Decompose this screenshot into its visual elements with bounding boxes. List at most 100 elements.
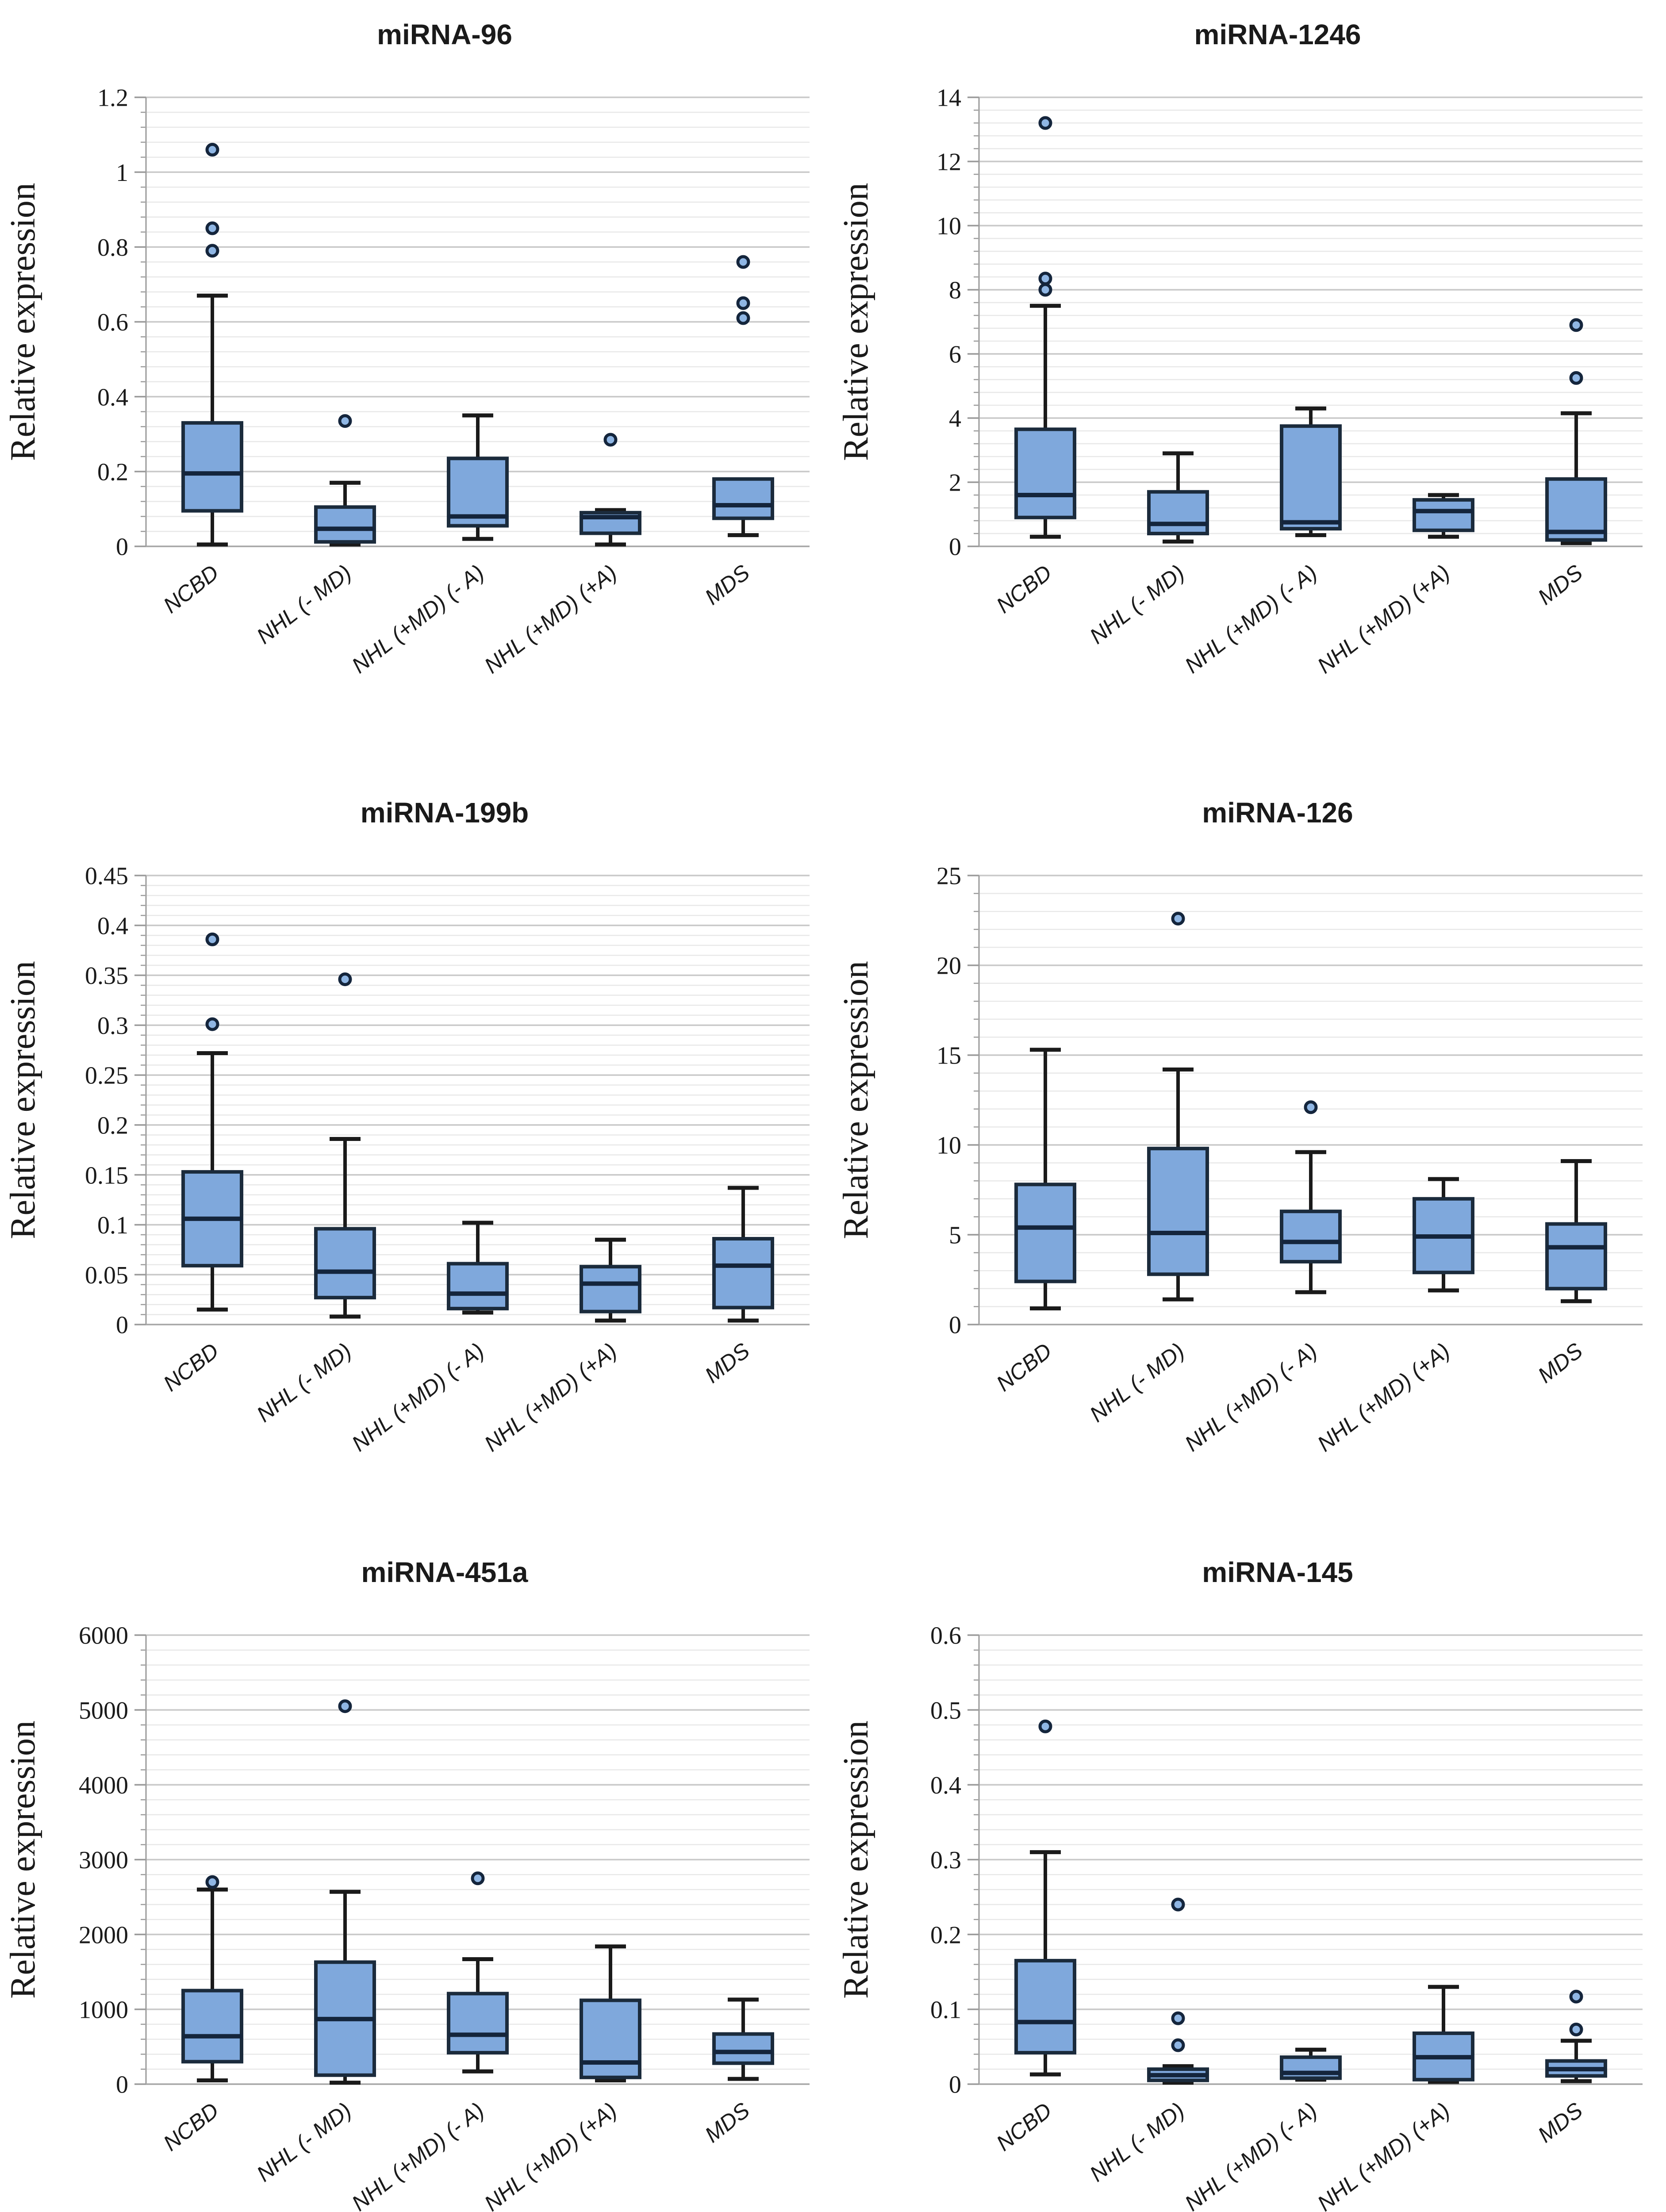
y-tick-label: 0.1 <box>930 1996 961 2024</box>
box-group <box>447 413 509 541</box>
x-category-label: NHL (- MD) <box>252 1338 356 1427</box>
x-category-label: MDS <box>1533 1338 1587 1388</box>
x-category-label: MDS <box>1533 2098 1587 2148</box>
x-category-label: NHL (- MD) <box>252 560 356 649</box>
x-category-label: NHL (+MD) (+A) <box>1313 2098 1455 2212</box>
x-category-label: NCBD <box>159 1338 223 1396</box>
box-group <box>1413 493 1474 539</box>
x-category-label: MDS <box>700 2098 754 2148</box>
y-tick-label: 0.2 <box>97 458 128 486</box>
box-group <box>1147 911 1209 1302</box>
x-category-label: NHL (+MD) (- A) <box>347 1338 489 1456</box>
box-group <box>1147 451 1209 544</box>
box-group <box>1280 1100 1342 1294</box>
y-tick-label: 0.5 <box>930 1697 961 1724</box>
box-group <box>314 1699 376 2085</box>
chart-mirna-199b: 0 0.05 0.1 0.15 0.2 0.25 0.3 0.35 0.4 0.45 NCBD NHL… <box>0 736 833 1471</box>
box-iqr <box>181 1989 243 2064</box>
x-category-label: MDS <box>1533 560 1587 610</box>
y-tick-label: 8 <box>949 277 961 304</box>
box-iqr <box>1014 1183 1076 1283</box>
box-iqr <box>447 1262 509 1310</box>
x-category-label: NCBD <box>159 2098 223 2156</box>
y-tick-label: 0 <box>116 1312 128 1339</box>
y-tick-label: 0.05 <box>85 1262 128 1289</box>
outlier-point <box>1304 1100 1318 1114</box>
outlier-point <box>338 1699 352 1713</box>
chart-title: miRNA-451a <box>361 1556 528 1588</box>
chart-title: miRNA-145 <box>1202 1556 1353 1588</box>
y-tick-label: 2000 <box>79 1921 128 1949</box>
box-group <box>1014 116 1076 539</box>
y-tick-label: 0.8 <box>97 234 128 261</box>
outlier-point <box>736 296 750 310</box>
y-tick-label: 4 <box>949 405 961 433</box>
y-axis-label: Relative expression <box>4 1720 42 1999</box>
box-iqr <box>580 1265 641 1313</box>
outlier-point <box>338 414 352 428</box>
box-group <box>181 1875 243 2083</box>
y-tick-label: 0 <box>949 534 961 561</box>
y-tick-label: 0.1 <box>97 1212 128 1239</box>
box-group <box>712 255 774 538</box>
box-iqr <box>1280 424 1342 531</box>
chart-mirna-96: 0 0.2 0.4 0.6 0.8 1 1.2 NCBD NHL (- MD) NHL (+MD)… <box>0 0 833 736</box>
y-tick-label: 0.3 <box>930 1847 961 1874</box>
y-tick-label: 1 <box>116 159 128 187</box>
y-tick-label: 5 <box>949 1222 961 1249</box>
outlier-point <box>205 221 219 235</box>
box-iqr <box>580 1998 641 2079</box>
outlier-point <box>205 1875 219 1889</box>
box-group <box>1280 406 1342 538</box>
box-group <box>712 1997 774 2081</box>
y-tick-label: 14 <box>937 84 961 112</box>
y-tick-label: 0.45 <box>85 863 128 890</box>
y-tick-label: 6 <box>949 341 961 369</box>
y-tick-label: 1.2 <box>97 84 128 112</box>
outlier-point <box>1171 911 1185 926</box>
x-category-label: NHL (+MD) (+A) <box>1313 1338 1455 1457</box>
y-tick-label: 0 <box>116 534 128 561</box>
outlier-point <box>1038 1719 1052 1733</box>
x-category-label: NHL (+MD) (- A) <box>1180 1338 1322 1456</box>
box-group <box>314 414 376 547</box>
y-tick-label: 0.2 <box>930 1921 961 1949</box>
x-category-label: MDS <box>700 1338 754 1388</box>
chart-mirna-126: 0 5 10 15 20 25 NCBD NHL (- MD) NHL (+MD) (- A) N… <box>833 736 1666 1471</box>
y-tick-label: 20 <box>937 952 961 980</box>
y-tick-label: 2 <box>949 469 961 497</box>
outlier-point <box>736 311 750 325</box>
x-category-label: NHL (- MD) <box>1085 1338 1189 1427</box>
box-iqr <box>447 1992 509 2055</box>
chart-mirna-1246: 0 2 4 6 8 10 12 14 NCBD NHL (- MD) NHL (+MD) (- A)… <box>833 0 1666 736</box>
y-tick-label: 12 <box>937 149 961 176</box>
box-group <box>580 433 641 547</box>
y-tick-label: 0 <box>949 1312 961 1339</box>
box-iqr <box>1147 1147 1209 1276</box>
outlier-point <box>1038 272 1052 286</box>
box-group <box>181 932 243 1312</box>
x-category-label: NHL (+MD) (- A) <box>1180 2098 1322 2212</box>
outlier-point <box>1171 2038 1185 2052</box>
box-group <box>1280 2047 1342 2082</box>
outlier-point <box>1569 2023 1583 2037</box>
box-iqr <box>1545 1222 1607 1290</box>
outlier-point <box>205 244 219 258</box>
chart-mirna-145: 0 0.1 0.2 0.3 0.4 0.5 0.6 NCBD NHL (- MD) NHL (+M… <box>833 1471 1666 2212</box>
x-category-label: NHL (- MD) <box>1085 560 1189 649</box>
y-tick-label: 10 <box>937 213 961 240</box>
chart-title: miRNA-1246 <box>1194 19 1361 50</box>
y-tick-label: 1000 <box>79 1996 128 2024</box>
box-iqr <box>1014 1959 1076 2055</box>
y-axis-label: Relative expression <box>4 183 42 461</box>
box-iqr <box>712 1237 774 1310</box>
box-group <box>1413 1177 1474 1293</box>
x-category-label: NHL (+MD) (+A) <box>480 1338 622 1457</box>
x-category-label: NHL (- MD) <box>1085 2098 1189 2187</box>
box-iqr <box>1413 498 1474 532</box>
y-tick-label: 5000 <box>79 1697 128 1724</box>
x-category-label: NCBD <box>159 560 223 618</box>
y-tick-label: 0.4 <box>930 1772 961 1799</box>
